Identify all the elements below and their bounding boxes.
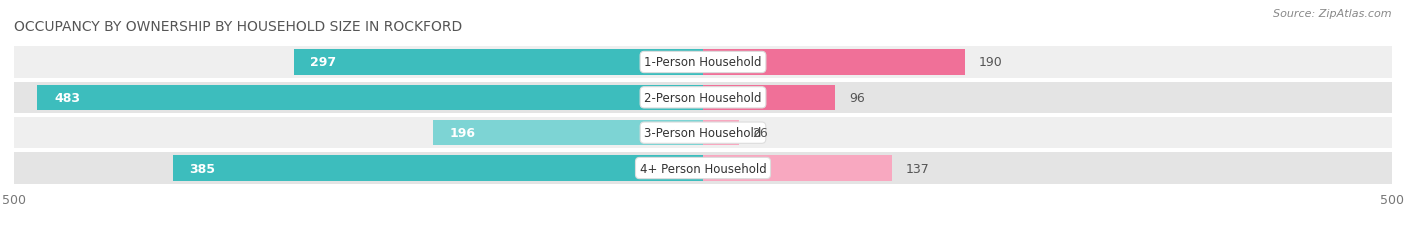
Bar bbox=[14, 82, 1392, 113]
Text: 483: 483 bbox=[53, 91, 80, 104]
Text: 297: 297 bbox=[311, 56, 336, 69]
Bar bbox=[294, 50, 703, 75]
Text: 4+ Person Household: 4+ Person Household bbox=[640, 162, 766, 175]
Text: 2-Person Household: 2-Person Household bbox=[644, 91, 762, 104]
Bar bbox=[433, 120, 703, 146]
Bar bbox=[703, 85, 835, 111]
Bar bbox=[173, 156, 703, 181]
Bar bbox=[14, 118, 1392, 149]
Bar bbox=[14, 47, 1392, 78]
Text: 26: 26 bbox=[752, 127, 768, 140]
Text: 137: 137 bbox=[905, 162, 929, 175]
Bar bbox=[703, 156, 891, 181]
Bar bbox=[14, 153, 1392, 184]
Bar bbox=[38, 85, 703, 111]
Text: OCCUPANCY BY OWNERSHIP BY HOUSEHOLD SIZE IN ROCKFORD: OCCUPANCY BY OWNERSHIP BY HOUSEHOLD SIZE… bbox=[14, 20, 463, 33]
Text: 385: 385 bbox=[188, 162, 215, 175]
Bar bbox=[703, 50, 965, 75]
Text: 190: 190 bbox=[979, 56, 1002, 69]
Text: 96: 96 bbox=[849, 91, 865, 104]
Text: Source: ZipAtlas.com: Source: ZipAtlas.com bbox=[1274, 9, 1392, 19]
Text: 3-Person Household: 3-Person Household bbox=[644, 127, 762, 140]
Text: 196: 196 bbox=[450, 127, 475, 140]
Bar bbox=[703, 120, 738, 146]
Text: 1-Person Household: 1-Person Household bbox=[644, 56, 762, 69]
